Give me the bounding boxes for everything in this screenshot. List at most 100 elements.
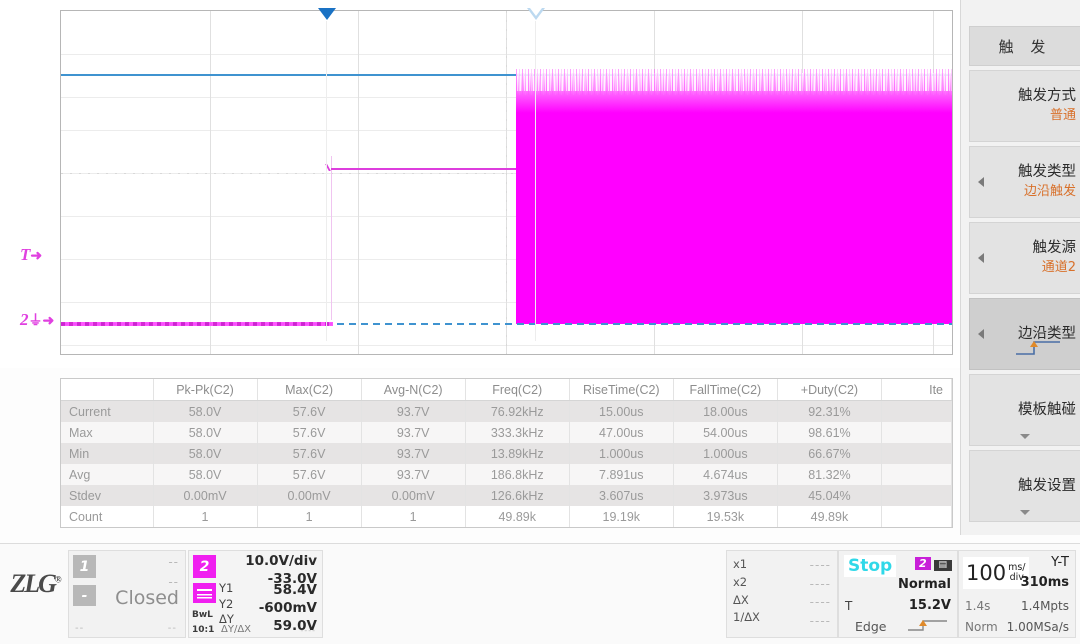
sidebar-item-edge-type[interactable]: 边沿类型 [969, 298, 1080, 370]
channel2-trace-step [325, 164, 340, 171]
cell: 93.7V [361, 400, 466, 422]
column-header: +Duty(C2) [777, 379, 883, 401]
row-label: Min [61, 443, 154, 464]
column-header [61, 379, 154, 401]
cell: 54.00us [673, 422, 778, 443]
dc-coupling-icon[interactable]: ▤ [934, 560, 952, 572]
trigger-status-panel[interactable]: Stop 2 ▤ Normal T 15.2V Edge [838, 550, 958, 638]
sidebar-item-trigger-source[interactable]: 触发源 通道2 [969, 222, 1080, 294]
cursor-x2-label: x2 [733, 574, 748, 589]
table-row[interactable]: Min 58.0V 57.6V 93.7V 13.89kHz 1.000us 1… [61, 443, 952, 464]
gridline-v [358, 11, 359, 354]
waveform-grid[interactable] [60, 10, 953, 355]
channel2-probe-ratio[interactable]: 10:1 [192, 625, 215, 635]
timebase-window: 1.4s [965, 599, 991, 613]
table-row[interactable]: Count 1 1 1 49.89k 19.19k 19.53k 49.89k [61, 506, 952, 527]
trigger-source-badge[interactable]: 2 [915, 557, 931, 570]
trigger-menu-sidebar[interactable]: 触 发 触发方式 普通 触发类型 边沿触发 触发源 通道2 边沿类型 模板触碰 [960, 0, 1080, 535]
cell: 0.00mV [361, 485, 466, 506]
chevron-down-icon [1020, 434, 1030, 439]
dc-coupling-icon[interactable] [193, 583, 216, 603]
trigger-level-indicator[interactable]: T➜ [20, 245, 42, 265]
display-mode[interactable]: Y-T [1051, 555, 1069, 570]
cell [881, 443, 952, 464]
channel2-badge[interactable]: 2 [193, 555, 216, 578]
cell [881, 422, 952, 443]
trigger-level-line[interactable] [61, 74, 952, 76]
status-bar[interactable]: ZLG® 1 -- -- - Closed -- -- 2 10.0V/div [0, 543, 1080, 644]
rising-edge-icon [908, 620, 947, 631]
timebase-scale[interactable]: 100 ms/ div [963, 557, 1029, 589]
cursor-measurement-panel[interactable]: x1 x2 ΔX 1/ΔX ---- ---- ---- ---- [726, 550, 838, 638]
channel2-ground-indicator[interactable]: 2⏚➜ [20, 310, 54, 330]
sidebar-item-trigger-mode[interactable]: 触发方式 普通 [969, 70, 1080, 142]
cell: 92.31% [777, 400, 883, 422]
row-label: Current [61, 400, 154, 422]
channel2-baseline-trace [61, 322, 333, 326]
cell [881, 400, 952, 422]
sidebar-item-trigger-type[interactable]: 触发类型 边沿触发 [969, 146, 1080, 218]
sidebar-item-label: 模板触碰 [1018, 401, 1076, 418]
table-row[interactable]: Avg 58.0V 57.6V 93.7V 186.8kHz 7.891us 4… [61, 464, 952, 485]
zlg-logo: ZLG® [6, 558, 64, 610]
cell: 93.7V [361, 443, 466, 464]
table-row[interactable]: Stdev 0.00mV 0.00mV 0.00mV 126.6kHz 3.60… [61, 485, 952, 506]
channel2-burst-waveform [516, 91, 952, 324]
trigger-type-value[interactable]: Edge [855, 619, 887, 634]
delay-position-marker-icon[interactable] [527, 8, 545, 20]
sidebar-item-value: 普通 [1049, 107, 1076, 123]
measurement-statistics-table[interactable]: Pk-Pk(C2) Max(C2) Avg-N(C2) Freq(C2) Ris… [60, 378, 953, 528]
cell [881, 506, 952, 527]
channel2-ground-indicator-label: 2 [20, 310, 29, 329]
cell: 186.8kHz [465, 464, 570, 485]
rising-edge-icon [1016, 341, 1060, 355]
cell: 58.0V [153, 443, 258, 464]
column-header: Pk-Pk(C2) [153, 379, 258, 401]
cell: 76.92kHz [465, 400, 570, 422]
timebase-delay[interactable]: 310ms [1020, 575, 1069, 590]
cell: 57.6V [257, 422, 362, 443]
cell [881, 485, 952, 506]
cursor-invdx-label: 1/ΔX [733, 610, 760, 625]
cursor-invdx-value: ---- [809, 613, 831, 628]
channel1-scale: -- [168, 555, 179, 569]
channel2-burst-peak-spikes [516, 69, 952, 95]
timebase-panel[interactable]: 100 ms/ div Y-T 310ms 1.4s 1.4Mpts Norm … [958, 550, 1076, 638]
gridline-v [210, 11, 211, 354]
cell: 333.3kHz [465, 422, 570, 443]
sidebar-item-label: 触发设置 [1018, 477, 1076, 494]
channel1-coupling-icon[interactable]: - [73, 585, 96, 606]
column-header: Ite [881, 379, 952, 401]
waveform-display-area[interactable]: T➜ 2⏚➜ [0, 0, 960, 368]
timebase-unit-numerator: ms/ [1008, 562, 1026, 574]
channel2-bandwidth-limit[interactable]: BwL [192, 610, 213, 620]
run-stop-status[interactable]: Stop [844, 555, 897, 577]
channel2-scale: 10.0V/div [245, 553, 317, 569]
trigger-level-value[interactable]: 15.2V [908, 598, 951, 613]
table-row[interactable]: Max 58.0V 57.6V 93.7V 333.3kHz 47.00us 5… [61, 422, 952, 443]
cell: 98.61% [777, 422, 883, 443]
channel2-ground-reference-line [61, 323, 952, 325]
table-row[interactable]: Current 58.0V 57.6V 93.7V 76.92kHz 15.00… [61, 400, 952, 422]
chevron-left-icon [978, 253, 984, 263]
channel1-badge[interactable]: 1 [73, 555, 96, 578]
channel2-y2-value: -600mV [258, 600, 317, 617]
trigger-sweep-mode[interactable]: Normal [898, 577, 951, 592]
chevron-down-icon [1020, 510, 1030, 515]
marker-line-trigger [326, 21, 327, 341]
trigger-level-indicator-label: T [20, 245, 31, 264]
trigger-position-marker-icon[interactable] [318, 8, 336, 20]
sidebar-item-trigger-settings[interactable]: 触发设置 [969, 450, 1080, 522]
cell: 58.0V [153, 400, 258, 422]
acquisition-mode[interactable]: Norm [965, 620, 998, 634]
cell: 19.19k [569, 506, 674, 527]
cell: 57.6V [257, 443, 362, 464]
ground-arrow-icon: ⏚➜ [28, 314, 55, 329]
channel2-panel[interactable]: 2 10.0V/div -33.0V Y1 Y2 ΔY 58.4V -600mV… [188, 550, 323, 638]
channel1-panel[interactable]: 1 -- -- - Closed -- -- [68, 550, 186, 638]
sidebar-item-template-touch[interactable]: 模板触碰 [969, 374, 1080, 446]
channel2-y1-label: Y1 [219, 581, 234, 595]
chevron-left-icon [978, 329, 984, 339]
cell: 57.6V [257, 400, 362, 422]
